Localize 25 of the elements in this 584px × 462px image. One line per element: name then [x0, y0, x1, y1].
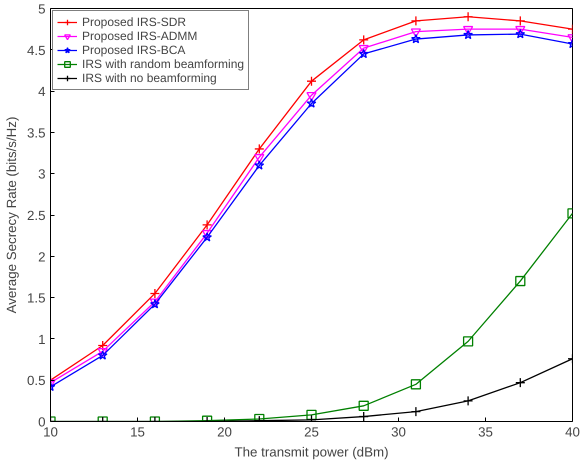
- y-tick-label: 0: [38, 414, 46, 430]
- x-tick-label: 35: [478, 424, 493, 440]
- legend-label: Proposed IRS-SDR: [82, 15, 186, 29]
- x-tick-label: 25: [304, 424, 319, 440]
- y-tick-label: 1: [38, 332, 46, 347]
- x-tick-label: 30: [391, 424, 406, 440]
- y-tick-label: 0.5: [26, 373, 46, 388]
- y-tick-label: 2.5: [26, 208, 46, 223]
- y-tick-label: 5: [38, 2, 46, 16]
- y-tick-label: 1.5: [26, 290, 46, 306]
- legend-label: Proposed IRS-ADMM: [82, 29, 198, 43]
- y-tick-label: 4: [38, 84, 46, 100]
- x-tick-label: 40: [565, 424, 580, 440]
- x-tick-label: 10: [43, 424, 58, 440]
- legend-label: Proposed IRS-BCA: [82, 43, 186, 57]
- y-tick-label: 2: [38, 249, 46, 264]
- legend-label: IRS with no beamforming: [82, 71, 217, 85]
- x-tick-label: 20: [217, 424, 232, 440]
- y-axis-title: Average Secrecy Rate (bits/s/Hz): [4, 116, 19, 314]
- x-axis-title: The transmit power (dBm): [234, 444, 389, 460]
- x-tick-label: 15: [130, 424, 145, 440]
- y-tick-label: 4.5: [26, 42, 46, 58]
- y-tick-label: 3.5: [26, 125, 46, 140]
- legend-label: IRS with random beamforming: [82, 57, 244, 71]
- y-tick-label: 3: [38, 166, 46, 182]
